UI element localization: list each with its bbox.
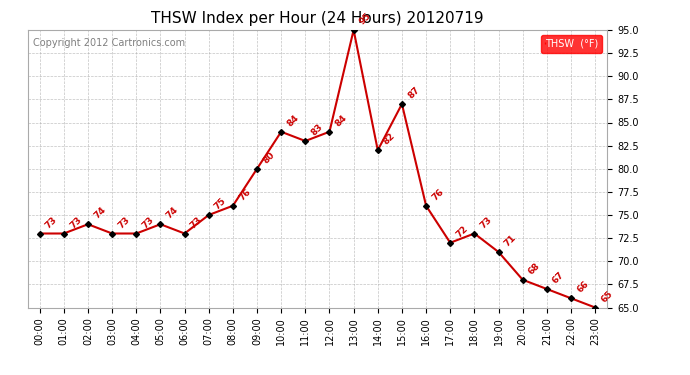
Text: 68: 68 xyxy=(527,261,542,276)
Text: 84: 84 xyxy=(286,113,301,128)
Text: 76: 76 xyxy=(431,187,446,202)
Text: 71: 71 xyxy=(503,233,518,249)
Text: 80: 80 xyxy=(262,150,276,165)
Text: 73: 73 xyxy=(117,214,132,230)
Text: 76: 76 xyxy=(237,187,253,202)
Text: 73: 73 xyxy=(141,214,156,230)
Legend: THSW  (°F): THSW (°F) xyxy=(542,35,602,52)
Text: 73: 73 xyxy=(44,214,59,230)
Text: 75: 75 xyxy=(213,196,228,211)
Text: 87: 87 xyxy=(406,85,422,100)
Title: THSW Index per Hour (24 Hours) 20120719: THSW Index per Hour (24 Hours) 20120719 xyxy=(151,11,484,26)
Text: 73: 73 xyxy=(189,214,204,230)
Text: 74: 74 xyxy=(165,206,180,221)
Text: 65: 65 xyxy=(600,289,615,304)
Text: 95: 95 xyxy=(358,11,373,27)
Text: 74: 74 xyxy=(92,206,108,221)
Text: 73: 73 xyxy=(479,214,494,230)
Text: Copyright 2012 Cartronics.com: Copyright 2012 Cartronics.com xyxy=(33,38,186,48)
Text: 83: 83 xyxy=(310,122,325,138)
Text: 72: 72 xyxy=(455,224,470,239)
Text: 67: 67 xyxy=(551,270,566,285)
Text: 66: 66 xyxy=(575,279,591,295)
Text: 82: 82 xyxy=(382,132,397,147)
Text: 84: 84 xyxy=(334,113,349,128)
Text: 73: 73 xyxy=(68,214,83,230)
